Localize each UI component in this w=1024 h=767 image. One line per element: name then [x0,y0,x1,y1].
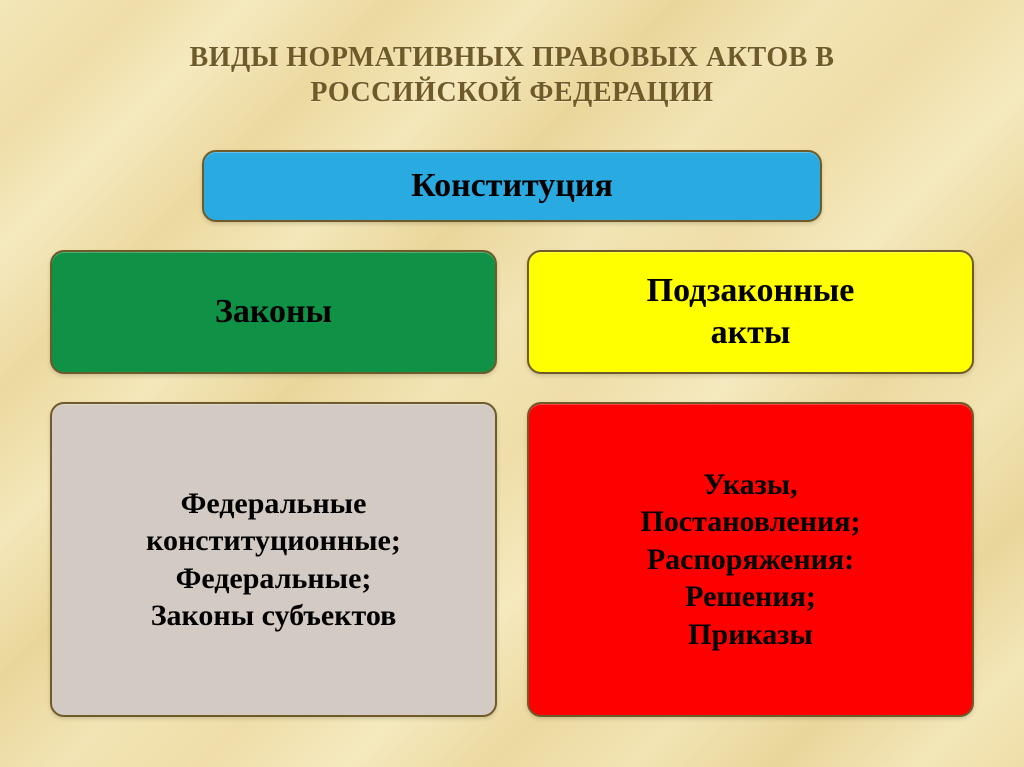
box-sublaws: Подзаконные акты [527,250,974,374]
laws-detail-l2: конституционные; [146,522,401,560]
row-middle: Законы Подзаконные акты [50,250,974,374]
box-laws-detail-text: Федеральные конституционные; Федеральные… [146,485,401,635]
box-laws-detail: Федеральные конституционные; Федеральные… [50,402,497,717]
laws-detail-l4: Законы субъектов [146,597,401,635]
laws-detail-l3: Федеральные; [146,560,401,598]
box-laws-label: Законы [215,291,332,334]
sublaws-detail-l1: Указы, [640,466,860,504]
box-sublaws-detail-text: Указы, Постановления; Распоряжения: Реше… [640,466,860,654]
box-sublaws-detail: Указы, Постановления; Распоряжения: Реше… [527,402,974,717]
row-top: Конституция [50,150,974,250]
col-left-mid: Законы [50,250,497,374]
sublaws-detail-l2: Постановления; [640,503,860,541]
box-sublaws-line2: акты [711,314,791,351]
box-sublaws-line1: Подзаконные [647,272,855,309]
laws-detail-l1: Федеральные [146,485,401,523]
title-line-2: РОССИЙСКОЙ ФЕДЕРАЦИИ [190,75,835,110]
col-right-mid: Подзаконные акты [527,250,974,374]
slide-title: ВИДЫ НОРМАТИВНЫХ ПРАВОВЫХ АКТОВ В РОССИЙ… [190,40,835,110]
box-laws: Законы [50,250,497,374]
sublaws-detail-l3: Распоряжения: [640,541,860,579]
sublaws-detail-l5: Приказы [640,616,860,654]
box-sublaws-text: Подзаконные акты [647,270,855,355]
sublaws-detail-l4: Решения; [640,578,860,616]
box-constitution-label: Конституция [411,165,613,208]
col-left-big: Федеральные конституционные; Федеральные… [50,402,497,717]
title-line-1: ВИДЫ НОРМАТИВНЫХ ПРАВОВЫХ АКТОВ В [190,40,835,75]
col-right-big: Указы, Постановления; Распоряжения: Реше… [527,402,974,717]
row-bottom: Федеральные конституционные; Федеральные… [50,402,974,717]
box-constitution: Конституция [202,150,822,222]
